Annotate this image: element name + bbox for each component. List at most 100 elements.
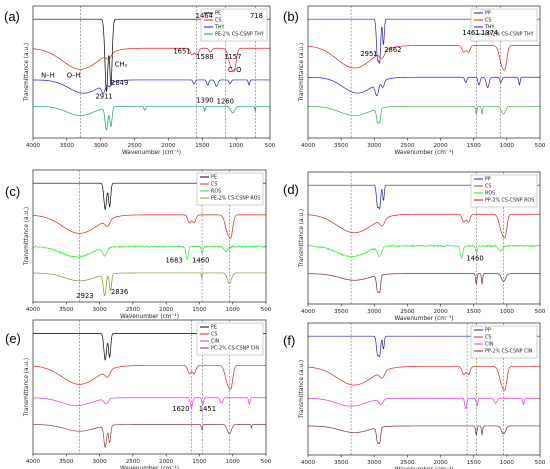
peak-annotation: 1451 (199, 405, 216, 413)
x-tick-label: 500 (261, 307, 272, 313)
legend-label: PP (485, 11, 491, 17)
series-line (307, 273, 540, 294)
legend-box (470, 8, 538, 42)
x-tick-label: 3000 (367, 460, 382, 466)
plot-frame (307, 322, 541, 456)
y-axis-title: Transmittance (a.u.) (24, 358, 30, 417)
legend-label: PE-2% CS-CSNP THY (215, 32, 264, 38)
peak-annotation: 2951 (360, 50, 377, 58)
legend-label: THY (214, 25, 225, 31)
legend-label: CS (485, 184, 491, 190)
plot-frame (307, 5, 541, 139)
legend-box (196, 322, 264, 356)
x-tick-label: 3000 (94, 143, 109, 149)
peak-annotation: 1464 (196, 12, 213, 20)
x-tick-label: 4000 (301, 460, 316, 466)
peak-annotation: CH₂ (115, 61, 128, 69)
x-axis-title: Wavenumber (cm⁻¹) (122, 149, 181, 156)
peak-annotation: 2911 (95, 92, 112, 100)
panel-label: (f) (283, 333, 295, 348)
x-tick-label: 500 (535, 460, 546, 466)
x-tick-label: 500 (261, 459, 272, 465)
series-line (307, 45, 540, 71)
x-tick-label: 2000 (433, 460, 448, 466)
x-tick-label: 1500 (467, 460, 482, 466)
series-line (307, 213, 540, 239)
series-line (32, 47, 270, 73)
legend-label: CS (211, 332, 217, 338)
x-tick-label: 2000 (433, 143, 448, 149)
x-tick-label: 2500 (126, 459, 141, 465)
x-tick-label: 500 (535, 309, 546, 315)
peak-annotation: 1683 (165, 256, 182, 264)
series-line (32, 424, 266, 448)
peak-annotation: 2862 (384, 46, 401, 54)
legend-label: PP-2% CS-CSNP CIN (485, 349, 533, 355)
x-tick-label: 2000 (159, 307, 174, 313)
legend-box (196, 172, 264, 206)
x-tick-label: 2500 (127, 143, 142, 149)
x-tick-label: 3000 (367, 309, 382, 315)
x-tick-label: 2000 (433, 309, 448, 315)
series-line (307, 366, 540, 391)
x-tick-label: 1500 (192, 307, 207, 313)
legend-label: CS (211, 182, 217, 188)
series-line (32, 214, 266, 239)
panel-a: (a) 4000 3500 3000 2500 2000 1500 1000 500 Wavenu… (4, 5, 276, 156)
x-tick-label: 2000 (159, 459, 174, 465)
x-tick-label: 1000 (226, 307, 241, 313)
panel-label: (b) (283, 9, 299, 24)
x-tick-label: 2500 (400, 143, 415, 149)
panel-b: (b) 4000 3500 3000 2500 2000 1500 1000 500 Wavenu… (283, 5, 546, 156)
peak-annotation: 1390 (196, 96, 213, 104)
x-tick-label: 3500 (59, 459, 74, 465)
y-axis-title: Transmittance (a.u.) (24, 43, 30, 102)
legend-label: CIN (485, 342, 494, 348)
series-line (307, 105, 540, 124)
x-tick-label: 1500 (467, 309, 482, 315)
plot-frame (32, 5, 271, 139)
peak-annotation: 2849 (111, 79, 128, 87)
x-tick-label: 4000 (26, 459, 41, 465)
panel-e: (e) 4000 3500 3000 2500 2000 1500 1000 500 Wavenu… (5, 319, 272, 469)
legend-label: ROS (485, 191, 495, 197)
legend-label: PE (215, 11, 221, 17)
y-axis-title: Transmittance (a.u.) (299, 209, 305, 268)
x-axis-title: Wavenumber (cm⁻¹) (120, 465, 179, 469)
y-axis-title: Transmittance (a.u.) (299, 43, 305, 102)
x-tick-label: 1000 (500, 309, 515, 315)
x-tick-label: 500 (535, 143, 546, 149)
x-tick-label: 1000 (500, 460, 515, 466)
peak-annotation: 2836 (111, 288, 128, 296)
x-axis-title: Wavenumber (cm⁻¹) (120, 313, 179, 320)
panel-label: (e) (5, 331, 21, 346)
x-tick-label: 500 (265, 143, 276, 149)
x-tick-label: 3500 (59, 307, 74, 313)
x-tick-label: 4000 (301, 143, 316, 149)
x-tick-label: 2500 (400, 460, 415, 466)
peak-annotation: 1460 (192, 256, 209, 264)
legend-label: PE-2% CS-CSNP ROS (211, 196, 260, 202)
peak-annotation: 1588 (196, 53, 213, 61)
x-tick-label: 1500 (195, 143, 210, 149)
x-tick-label: 1000 (229, 143, 244, 149)
legend-label: CS (485, 335, 491, 341)
panel-label: (d) (283, 182, 299, 197)
peak-annotation: 1374 (481, 29, 498, 37)
peak-annotation: 718 (250, 12, 263, 20)
peak-annotation: 1460 (466, 254, 483, 262)
peak-annotation: N–H (41, 71, 55, 79)
x-tick-label: 3500 (334, 460, 349, 466)
x-tick-label: 4000 (26, 307, 41, 313)
series-line (32, 365, 266, 390)
peak-annotation: O–H (67, 71, 81, 79)
x-axis-title: Wavenumber (cm⁻¹) (394, 149, 453, 156)
peak-annotation: 1651 (173, 48, 190, 56)
x-tick-label: 1500 (467, 143, 482, 149)
peak-annotation: 2923 (76, 292, 93, 300)
